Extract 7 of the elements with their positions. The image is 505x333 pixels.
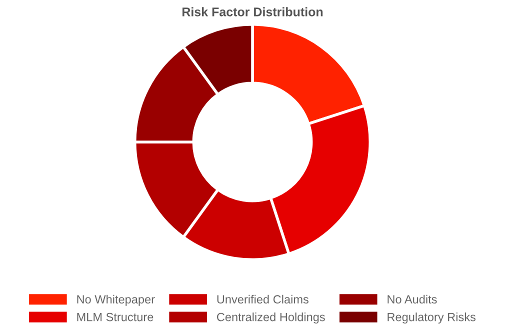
legend-label: No Whitepaper <box>77 294 155 306</box>
chart-title: Risk Factor Distribution <box>182 7 323 16</box>
legend-label: Unverified Claims <box>217 294 308 304</box>
legend-label: MLM Structure <box>77 312 154 322</box>
legend-label: Regulatory Risks <box>388 312 476 324</box>
legend-label: No Audits <box>388 294 437 304</box>
legend-label: Centralized Holdings <box>217 312 325 324</box>
